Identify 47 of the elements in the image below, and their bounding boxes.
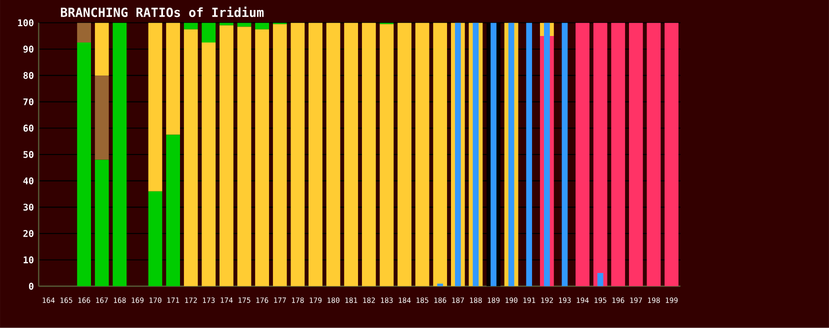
bar — [202, 42, 216, 286]
bar — [184, 22, 198, 30]
y-tick-label: 100 — [18, 19, 34, 26]
y-tick-label: 60 — [23, 124, 34, 132]
bar — [112, 22, 127, 286]
y-tick-label: 70 — [23, 98, 34, 106]
y-tick-label: 30 — [23, 204, 34, 211]
bar — [220, 26, 234, 286]
bar — [148, 191, 162, 286]
bar — [148, 22, 162, 192]
bar — [94, 160, 109, 286]
bar — [77, 22, 91, 43]
bar — [326, 22, 340, 286]
bar — [433, 22, 448, 286]
y-tick-label: 20 — [23, 230, 34, 238]
bar — [184, 29, 198, 286]
y-tick-label: 40 — [23, 177, 34, 184]
y-tick-label: 10 — [24, 256, 34, 264]
bar — [94, 76, 109, 160]
bar — [611, 22, 626, 286]
bar — [220, 22, 234, 26]
bar — [166, 22, 180, 135]
bar — [646, 22, 661, 286]
y-tick-label: 80 — [23, 72, 34, 80]
y-tick-label: 50 — [24, 151, 34, 158]
bar — [94, 22, 109, 76]
bar — [398, 22, 412, 286]
bar — [593, 22, 608, 286]
bar — [202, 22, 216, 43]
bar — [272, 24, 287, 286]
bar — [308, 22, 322, 286]
bar — [576, 22, 590, 286]
bar — [344, 22, 358, 286]
bar — [255, 22, 270, 30]
y-tick-label: 90 — [23, 46, 34, 53]
bar — [166, 134, 180, 286]
bar — [380, 24, 394, 286]
y-tick-label: 0 — [28, 282, 34, 290]
chart-title: BRANCHING RATIOs of Iridium — [60, 6, 264, 18]
bar — [255, 29, 270, 286]
bar — [628, 22, 643, 286]
bar — [415, 22, 430, 286]
bar — [664, 22, 678, 286]
bar — [362, 22, 376, 286]
bar — [77, 42, 91, 286]
bar — [290, 22, 305, 286]
bar — [237, 26, 252, 286]
